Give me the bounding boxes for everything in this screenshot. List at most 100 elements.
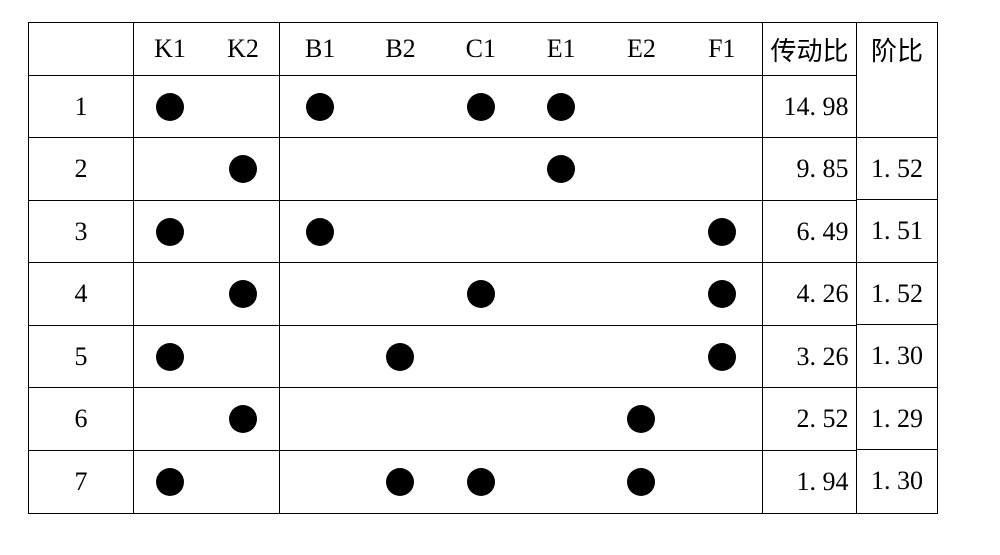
row-lead: 5 (28, 325, 134, 389)
header-step: 阶比 (856, 22, 938, 76)
engagement-dot-icon (467, 93, 495, 121)
header-c1: C1 (441, 23, 521, 75)
row-ratio: 14. 98 (762, 75, 858, 139)
cell-f1 (682, 326, 762, 388)
cell-k1 (134, 138, 207, 200)
cell-e2 (601, 76, 681, 138)
cell-c1 (441, 263, 521, 325)
cell-k1 (134, 451, 207, 513)
cell-k1 (134, 76, 207, 138)
gear-engagement-table: K1 K2 B1 B2 C1 E1 E2 F1 传动比 1 (28, 22, 858, 514)
cell-e2 (601, 263, 681, 325)
table-row: 1 14. 98 (28, 76, 858, 139)
cell-k2 (207, 388, 280, 450)
step-ratio-value: 1. 52 (856, 263, 938, 326)
cell-e2 (601, 451, 681, 513)
cell-b2 (360, 263, 440, 325)
engagement-dot-icon (156, 93, 184, 121)
step-ratio-value: 1. 30 (856, 450, 938, 513)
cell-b1 (280, 388, 360, 450)
cell-e1 (521, 263, 601, 325)
cell-f1 (682, 388, 762, 450)
row-ratio: 2. 52 (762, 387, 858, 451)
cell-k2 (207, 326, 280, 388)
step-ratio-value: 1. 30 (856, 325, 938, 388)
row-bc (279, 200, 763, 264)
header-e1: E1 (521, 23, 601, 75)
engagement-dot-icon (708, 343, 736, 371)
row-bc (279, 325, 763, 389)
row-ratio: 6. 49 (762, 200, 858, 264)
cell-k1 (134, 263, 207, 325)
cell-f1 (682, 263, 762, 325)
row-lead: 2 (28, 137, 134, 201)
header-b1: B1 (280, 23, 360, 75)
engagement-dot-icon (386, 468, 414, 496)
engagement-dot-icon (156, 468, 184, 496)
table-row: 7 1. 94 (28, 451, 858, 514)
cell-b2 (360, 388, 440, 450)
cell-e1 (521, 388, 601, 450)
cell-b1 (280, 201, 360, 263)
cell-k1 (134, 326, 207, 388)
row-bc (279, 262, 763, 326)
table-header-row: K1 K2 B1 B2 C1 E1 E2 F1 传动比 (28, 22, 858, 76)
header-bc-group: B1 B2 C1 E1 E2 F1 (279, 22, 763, 76)
engagement-dot-icon (156, 218, 184, 246)
header-lead (28, 22, 134, 76)
cell-e1 (521, 76, 601, 138)
engagement-dot-icon (627, 468, 655, 496)
engagement-dot-icon (229, 155, 257, 183)
row-lead: 1 (28, 75, 134, 139)
step-ratio-value: 1. 29 (856, 388, 938, 451)
row-k (133, 450, 281, 514)
step-ratio-stack: 1. 521. 511. 521. 301. 291. 30 (856, 75, 938, 514)
engagement-dot-icon (547, 93, 575, 121)
engagement-dot-icon (306, 93, 334, 121)
row-ratio: 4. 26 (762, 262, 858, 326)
cell-b1 (280, 326, 360, 388)
cell-c1 (441, 76, 521, 138)
engagement-dot-icon (547, 155, 575, 183)
cell-c1 (441, 326, 521, 388)
cell-b2 (360, 76, 440, 138)
row-bc (279, 75, 763, 139)
engagement-dot-icon (627, 405, 655, 433)
step-ratio-blank (856, 75, 938, 138)
header-e2: E2 (601, 23, 681, 75)
table-row: 5 3. 26 (28, 326, 858, 389)
header-f1: F1 (682, 23, 762, 75)
header-b2: B2 (360, 23, 440, 75)
row-ratio: 9. 85 (762, 137, 858, 201)
engagement-dot-icon (156, 343, 184, 371)
cell-e2 (601, 201, 681, 263)
cell-c1 (441, 451, 521, 513)
cell-c1 (441, 388, 521, 450)
cell-k2 (207, 201, 280, 263)
row-lead: 7 (28, 450, 134, 514)
cell-k2 (207, 138, 280, 200)
engagement-dot-icon (708, 218, 736, 246)
engagement-dot-icon (229, 405, 257, 433)
cell-f1 (682, 76, 762, 138)
step-ratio-column: 阶比 1. 521. 511. 521. 301. 291. 30 (856, 22, 938, 514)
engagement-dot-icon (467, 468, 495, 496)
row-lead: 4 (28, 262, 134, 326)
header-k2: K2 (207, 23, 280, 75)
table-row: 6 2. 52 (28, 389, 858, 452)
row-ratio: 3. 26 (762, 325, 858, 389)
cell-e2 (601, 388, 681, 450)
engagement-dot-icon (306, 218, 334, 246)
row-k (133, 262, 281, 326)
cell-k2 (207, 76, 280, 138)
cell-c1 (441, 201, 521, 263)
row-k (133, 200, 281, 264)
cell-k2 (207, 263, 280, 325)
step-ratio-value: 1. 52 (856, 138, 938, 201)
table-row: 2 9. 85 (28, 139, 858, 202)
engagement-dot-icon (229, 280, 257, 308)
cell-b1 (280, 138, 360, 200)
cell-e1 (521, 201, 601, 263)
cell-e1 (521, 138, 601, 200)
cell-e1 (521, 326, 601, 388)
